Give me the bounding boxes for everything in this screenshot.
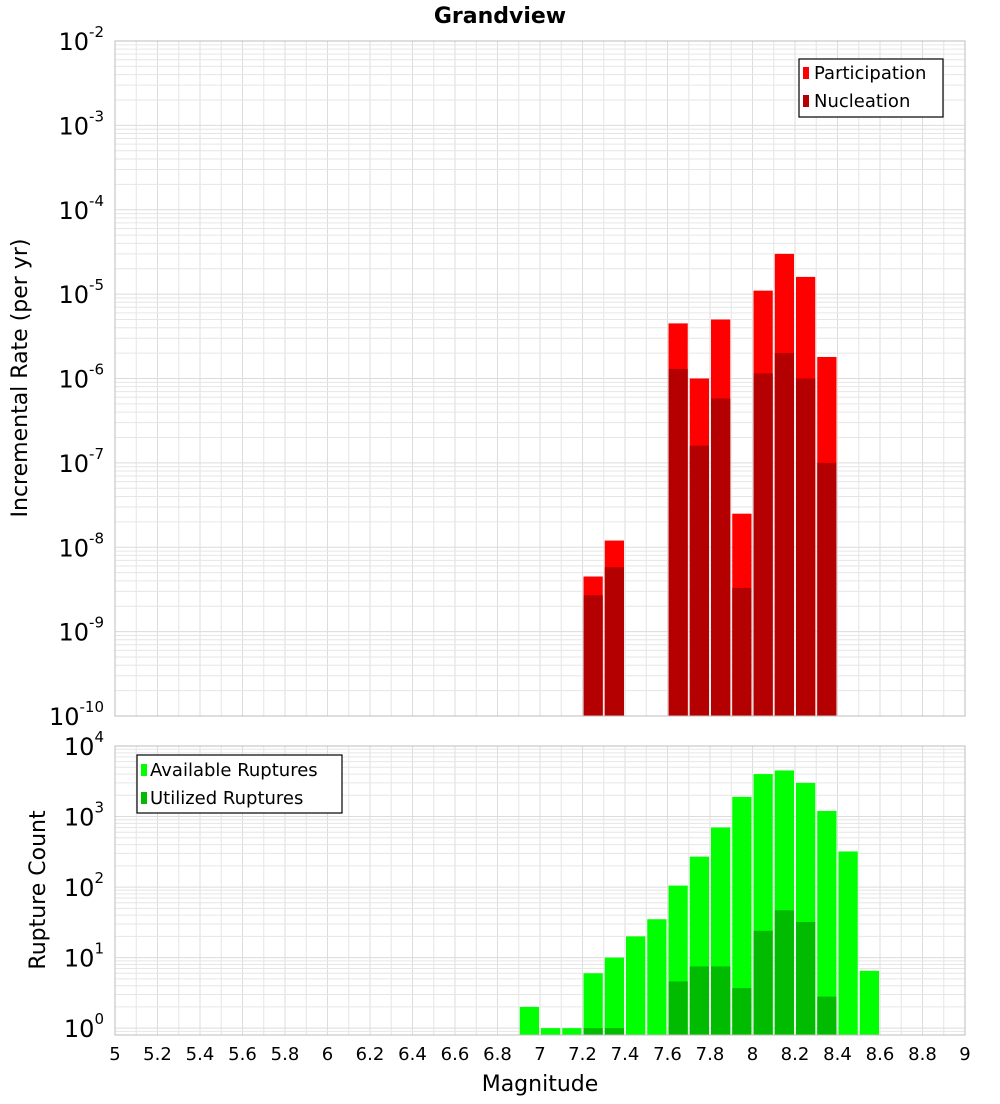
legend-label-utilized: Utilized Ruptures bbox=[150, 788, 303, 809]
bottom-legend: Available Ruptures Utilized Ruptures bbox=[136, 754, 343, 814]
top-y-axis-label: Incremental Rate (per yr) bbox=[8, 239, 33, 518]
bottom-bars bbox=[519, 770, 879, 1035]
x-tick-label: 6 bbox=[322, 1044, 333, 1065]
bottom-bar-available-ruptures bbox=[859, 970, 879, 1035]
bottom-y-axis-label: Rupture Count bbox=[26, 810, 51, 970]
top-bar-nucleation bbox=[796, 378, 816, 716]
top-y-tick-labels: 10-10 10-9 10-8 10-7 10-6 10-5 10-4 10-3 10-2 bbox=[49, 23, 104, 731]
top-y-tick-label: 10-3 bbox=[58, 107, 104, 140]
legend-label-participation: Participation bbox=[814, 63, 926, 84]
bottom-bar-utilized-ruptures bbox=[817, 996, 837, 1035]
top-bar-nucleation bbox=[668, 368, 688, 716]
x-tick-label: 5.6 bbox=[228, 1044, 257, 1065]
bottom-bar-available-ruptures bbox=[626, 936, 646, 1035]
top-plot-frame bbox=[114, 40, 966, 717]
bottom-bar-utilized-ruptures bbox=[732, 988, 752, 1035]
x-tick-label: 8.8 bbox=[908, 1044, 937, 1065]
top-y-tick-label: 10-10 bbox=[49, 698, 104, 731]
x-tick-label: 7.2 bbox=[568, 1044, 597, 1065]
x-tick-label: 7.6 bbox=[653, 1044, 682, 1065]
top-y-tick-label: 10-8 bbox=[58, 529, 104, 562]
top-y-tick-label: 10-9 bbox=[58, 614, 104, 647]
bottom-bar-available-ruptures bbox=[647, 919, 667, 1035]
top-bar-nucleation bbox=[604, 567, 624, 716]
x-tick-label: 7.8 bbox=[696, 1044, 725, 1065]
top-y-tick-label: 10-4 bbox=[58, 192, 104, 225]
bottom-bar-utilized-ruptures bbox=[689, 966, 709, 1035]
bottom-bar-available-ruptures bbox=[838, 851, 858, 1035]
bottom-legend-box bbox=[136, 754, 343, 814]
bottom-bar-utilized-ruptures bbox=[796, 921, 816, 1035]
x-tick-label: 9 bbox=[959, 1044, 970, 1065]
bottom-bar-available-ruptures bbox=[519, 1006, 539, 1035]
x-tick-label: 5 bbox=[109, 1044, 120, 1065]
top-y-tick-label: 10-2 bbox=[58, 23, 104, 56]
bottom-bar-utilized-ruptures bbox=[668, 981, 688, 1035]
x-tick-label: 7.4 bbox=[611, 1044, 640, 1065]
x-tick-label: 7 bbox=[534, 1044, 545, 1065]
bottom-bar-available-ruptures bbox=[732, 796, 752, 1035]
top-bar-nucleation bbox=[732, 587, 752, 716]
x-tick-label: 6.6 bbox=[441, 1044, 470, 1065]
x-tick-label: 5.2 bbox=[143, 1044, 172, 1065]
bottom-y-tick-label: 102 bbox=[64, 869, 104, 902]
top-bar-nucleation bbox=[689, 445, 709, 716]
top-y-tick-label: 10-5 bbox=[58, 276, 104, 309]
x-tick-label: 8.4 bbox=[823, 1044, 852, 1065]
top-bar-nucleation bbox=[583, 595, 603, 716]
bottom-y-tick-label: 104 bbox=[64, 728, 104, 761]
bottom-y-tick-label: 100 bbox=[64, 1010, 104, 1043]
x-tick-labels: 5 5.2 5.4 5.6 5.8 6 6.2 6.4 6.6 6.8 7 7.2 7.4 7.6 7.8 8… bbox=[109, 1044, 970, 1065]
bottom-y-tick-label: 101 bbox=[64, 940, 104, 973]
x-tick-label: 8 bbox=[747, 1044, 758, 1065]
legend-swatch-available bbox=[141, 764, 147, 776]
top-legend: Participation Nucleation bbox=[798, 58, 944, 118]
top-bar-nucleation bbox=[753, 373, 773, 716]
top-bar-nucleation bbox=[774, 353, 794, 716]
bottom-bar-available-ruptures bbox=[604, 957, 624, 1035]
x-tick-label: 6.2 bbox=[356, 1044, 385, 1065]
bottom-bar-available-ruptures bbox=[583, 973, 603, 1035]
top-grid bbox=[114, 40, 966, 717]
bottom-bar-utilized-ruptures bbox=[753, 930, 773, 1035]
bottom-bar-utilized-ruptures bbox=[583, 1028, 603, 1035]
x-tick-label: 5.8 bbox=[271, 1044, 300, 1065]
legend-swatch-utilized bbox=[141, 792, 147, 804]
bottom-bar-utilized-ruptures bbox=[711, 966, 731, 1035]
x-axis-label: Magnitude bbox=[482, 1072, 599, 1097]
legend-label-available: Available Ruptures bbox=[150, 760, 318, 781]
legend-swatch-participation bbox=[803, 67, 809, 79]
top-bars bbox=[583, 253, 837, 716]
bottom-bar-utilized-ruptures bbox=[604, 1028, 624, 1035]
bottom-y-tick-label: 103 bbox=[64, 799, 104, 832]
x-tick-label: 8.2 bbox=[781, 1044, 810, 1065]
bottom-bar-available-ruptures bbox=[562, 1028, 582, 1035]
legend-swatch-nucleation bbox=[803, 95, 809, 107]
bottom-bar-available-ruptures bbox=[817, 810, 837, 1035]
top-legend-box bbox=[798, 58, 944, 118]
bottom-plot-frame bbox=[114, 745, 966, 1036]
bottom-bar-available-ruptures bbox=[541, 1028, 561, 1035]
x-tick-label: 5.4 bbox=[186, 1044, 215, 1065]
chart-title: Grandview bbox=[434, 4, 566, 29]
x-tick-label: 8.6 bbox=[866, 1044, 895, 1065]
bottom-bar-utilized-ruptures bbox=[774, 910, 794, 1035]
top-y-tick-label: 10-6 bbox=[58, 361, 104, 394]
x-tick-label: 6.8 bbox=[483, 1044, 512, 1065]
legend-label-nucleation: Nucleation bbox=[814, 91, 910, 112]
top-y-tick-label: 10-7 bbox=[58, 445, 104, 478]
bottom-y-tick-labels: 100 101 102 103 104 bbox=[64, 728, 104, 1043]
x-tick-label: 6.4 bbox=[398, 1044, 427, 1065]
top-bar-nucleation bbox=[817, 462, 837, 716]
top-bar-nucleation bbox=[711, 398, 731, 716]
